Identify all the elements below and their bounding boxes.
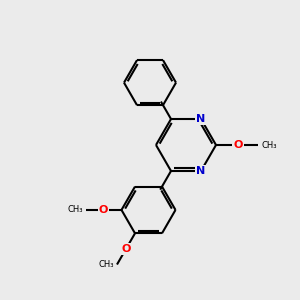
Text: CH₃: CH₃: [261, 140, 277, 149]
Text: N: N: [196, 166, 206, 176]
Text: N: N: [196, 114, 206, 124]
Text: CH₃: CH₃: [98, 260, 114, 269]
Text: O: O: [99, 205, 108, 215]
Text: O: O: [121, 244, 131, 254]
Text: O: O: [233, 140, 243, 150]
Text: CH₃: CH₃: [67, 206, 83, 214]
